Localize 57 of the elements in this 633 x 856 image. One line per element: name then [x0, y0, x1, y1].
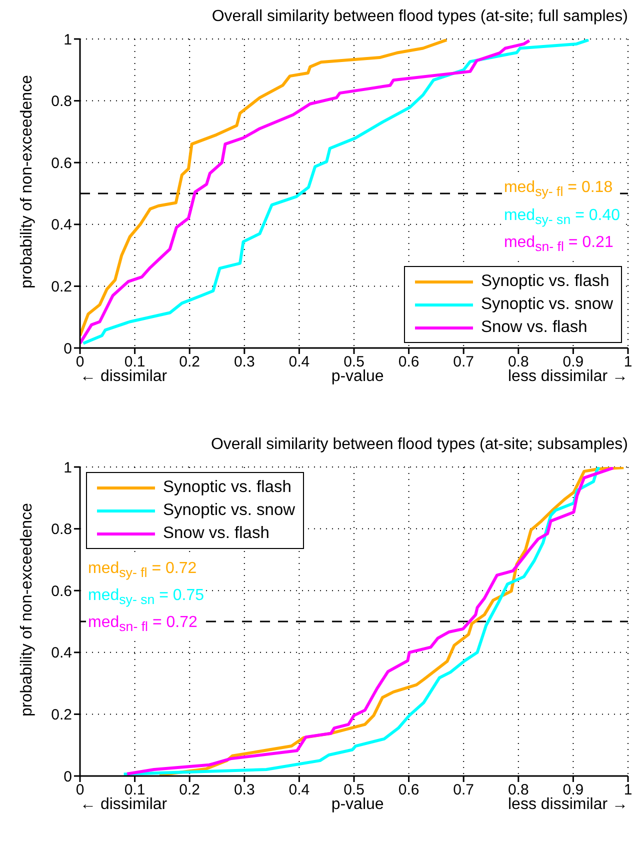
x-tick-label: 0.6	[398, 354, 420, 371]
y-axis-title: probability of non-exceedence	[18, 502, 36, 716]
x-tick-label: 0.2	[179, 354, 200, 371]
x-tick-label: 1	[624, 782, 632, 799]
legend-label: Synoptic vs. flash	[163, 477, 292, 498]
x-tick-label: 0.5	[344, 782, 364, 799]
y-tick-label: 0.8	[51, 521, 72, 538]
y-tick-label: 0.4	[51, 644, 72, 662]
chart-title: Overall similarity between flood types (at-site; full samples)	[212, 8, 628, 26]
x-tick-label: 0.1	[124, 782, 146, 799]
x-tick-label: 0.7	[453, 782, 474, 799]
y-tick-label: 0	[64, 768, 72, 786]
x-axis-title: p-value	[331, 368, 384, 386]
line-series	[80, 39, 448, 338]
text: less dissimilar →	[508, 368, 628, 386]
x-tick-label: 0.3	[234, 354, 255, 371]
x-tick-label: 1	[624, 354, 632, 371]
legend-label: Synoptic vs. snow	[163, 500, 296, 521]
annotation: med$_{sn- fl}$ = 0.72	[86, 611, 200, 639]
chart-title: Overall similarity between flood types (at-site; subsamples)	[210, 436, 628, 454]
legend-label: Snow vs. flash	[480, 317, 588, 338]
annotation: med$_{sy- sn}$ = 0.75	[86, 584, 206, 612]
annotation: med$_{sy- fl}$ = 0.18	[502, 176, 615, 204]
y-tick-label: 0.6	[51, 154, 72, 172]
y-tick-label: 0.8	[51, 93, 72, 110]
y-axis-title: probability of non-exceedence	[18, 74, 36, 288]
x-tick-label: 0.8	[508, 782, 529, 799]
y-tick-label: 0.4	[51, 216, 72, 234]
x-tick-label: 0	[76, 354, 84, 371]
legend-label: Synoptic vs. snow	[480, 294, 613, 315]
x-tick-label: 0	[76, 782, 84, 799]
x-tick-label: 0.4	[288, 782, 310, 799]
x-tick-label: 0.1	[124, 354, 146, 371]
y-tick-label: 1	[64, 459, 72, 476]
x-tick-label: 0.7	[453, 354, 474, 371]
x-tick-label: 0.9	[562, 782, 584, 799]
y-tick-label: 1	[64, 31, 72, 48]
x-tick-label: 0.9	[562, 354, 584, 371]
x-tick-label: 0.2	[179, 782, 200, 799]
annotation: med$_{sy- fl}$ = 0.72	[86, 557, 199, 584]
x-tick-label: 0.5	[344, 354, 364, 371]
x-tick-label: 0.4	[288, 354, 310, 371]
y-tick-label: 0.2	[51, 706, 72, 724]
x-tick-label: 0.6	[398, 782, 420, 799]
x-tick-label: 0.3	[234, 782, 255, 799]
legend-label: Snow vs. flash	[163, 523, 270, 544]
text: ← dissimilar	[80, 796, 168, 814]
legend-label: Synoptic vs. flash	[480, 271, 610, 292]
x-tick-label: 0.8	[508, 354, 529, 371]
text: ← dissimilar	[80, 368, 168, 386]
y-tick-label: 0.2	[51, 278, 72, 296]
text: less dissimilar →	[508, 796, 628, 814]
y-tick-label: 0.6	[51, 582, 72, 600]
x-axis-title: p-value	[331, 796, 384, 814]
annotation: med$_{sy- sn}$ = 0.40	[502, 204, 622, 231]
y-tick-label: 0	[64, 340, 72, 358]
annotation: med$_{sn- fl}$ = 0.21	[502, 230, 616, 258]
